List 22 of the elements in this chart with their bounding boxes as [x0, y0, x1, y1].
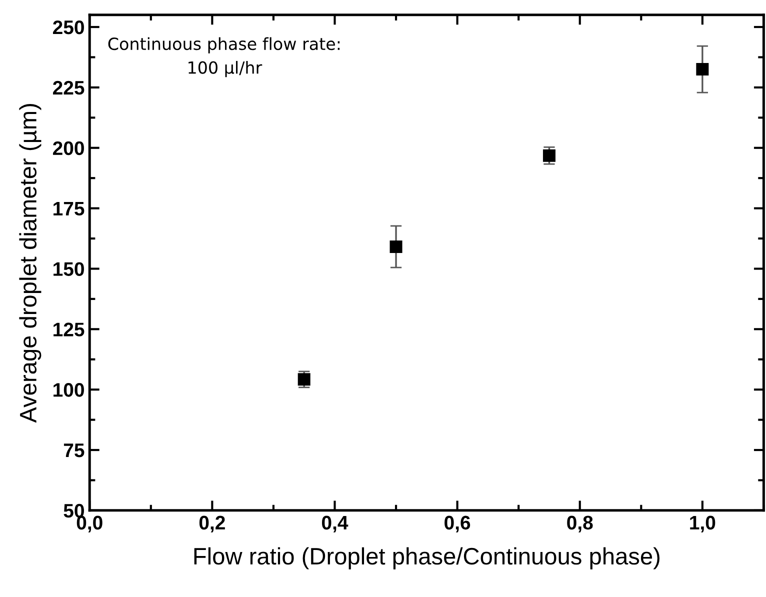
y-tick-label: 100 — [54, 383, 84, 397]
point — [390, 240, 402, 253]
y-tick-label: 200 — [52, 141, 84, 156]
point — [298, 373, 310, 386]
y-tick-label: 150 — [54, 262, 84, 276]
y-tick-label: 75 — [64, 444, 84, 458]
y-tick-label: 250 — [52, 20, 84, 34]
x-tick-label: 0,8 — [567, 516, 593, 532]
y-axis-title: Average droplet diameter (µm) — [19, 104, 42, 423]
x-axis-title: Flow ratio (Droplet phase/Continuous phase) — [194, 547, 660, 570]
y-tick-label: 50 — [64, 504, 84, 518]
x-tick-label: 1,0 — [690, 516, 716, 532]
point — [542, 149, 556, 162]
point — [696, 63, 709, 76]
x-tick-label: 0,0 — [76, 516, 102, 532]
x-tick-label: 0,4 — [322, 516, 348, 532]
x-tick-label: 0,2 — [199, 516, 225, 532]
x-tick-label: 0,6 — [444, 516, 470, 532]
annotation: Continuous phase flow rate: 100 µl/hr — [108, 37, 340, 78]
y-tick-label: 175 — [54, 202, 84, 216]
y-tick-label: 225 — [52, 80, 84, 95]
y-tick-label: 125 — [54, 322, 84, 336]
